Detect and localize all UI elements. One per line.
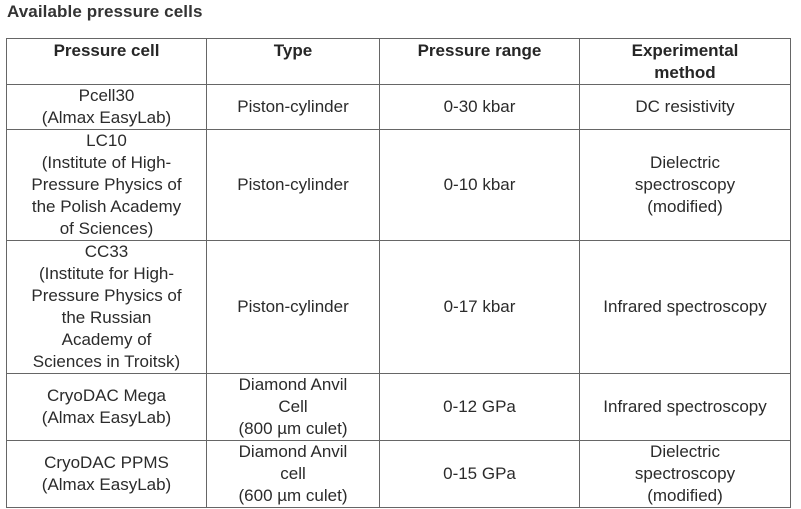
cell-pressure-cell: LC10 (Institute of High- Pressure Physic…: [6, 129, 207, 241]
cell-pressure-range: 0-12 GPa: [379, 373, 580, 441]
cell-pressure-cell: CryoDAC Mega (Almax EasyLab): [6, 373, 207, 441]
cell-pressure-range: 0-15 GPa: [379, 440, 580, 508]
cell-type: Piston-cylinder: [206, 84, 380, 130]
table-row: CC33 (Institute for High- Pressure Physi…: [6, 240, 791, 374]
cell-experimental-method: Dielectric spectroscopy (modified): [579, 129, 791, 241]
cell-type: Diamond Anvil Cell (800 µm culet): [206, 373, 380, 441]
pressure-cells-table: Pressure cell Type Pressure range Experi…: [6, 38, 791, 508]
cell-pressure-range: 0-17 kbar: [379, 240, 580, 374]
cell-pressure-cell: Pcell30 (Almax EasyLab): [6, 84, 207, 130]
cell-pressure-cell: CryoDAC PPMS (Almax EasyLab): [6, 440, 207, 508]
table-row: CryoDAC PPMS (Almax EasyLab) Diamond Anv…: [6, 440, 791, 508]
cell-pressure-cell: CC33 (Institute for High- Pressure Physi…: [6, 240, 207, 374]
table-header-row: Pressure cell Type Pressure range Experi…: [6, 38, 791, 85]
table-row: Pcell30 (Almax EasyLab) Piston-cylinder …: [6, 84, 791, 130]
table-row: LC10 (Institute of High- Pressure Physic…: [6, 129, 791, 241]
cell-type: Piston-cylinder: [206, 240, 380, 374]
column-header-experimental-method: Experimental method: [579, 38, 791, 85]
cell-experimental-method: Infrared spectroscopy: [579, 240, 791, 374]
cell-experimental-method: Infrared spectroscopy: [579, 373, 791, 441]
table-row: CryoDAC Mega (Almax EasyLab) Diamond Anv…: [6, 373, 791, 441]
cell-pressure-range: 0-30 kbar: [379, 84, 580, 130]
cell-experimental-method: DC resistivity: [579, 84, 791, 130]
column-header-pressure-range: Pressure range: [379, 38, 580, 85]
column-header-pressure-cell: Pressure cell: [6, 38, 207, 85]
page-title: Available pressure cells: [7, 2, 203, 21]
cell-pressure-range: 0-10 kbar: [379, 129, 580, 241]
cell-experimental-method: Dielectric spectroscopy (modified): [579, 440, 791, 508]
cell-type: Piston-cylinder: [206, 129, 380, 241]
cell-type: Diamond Anvil cell (600 µm culet): [206, 440, 380, 508]
column-header-type: Type: [206, 38, 380, 85]
